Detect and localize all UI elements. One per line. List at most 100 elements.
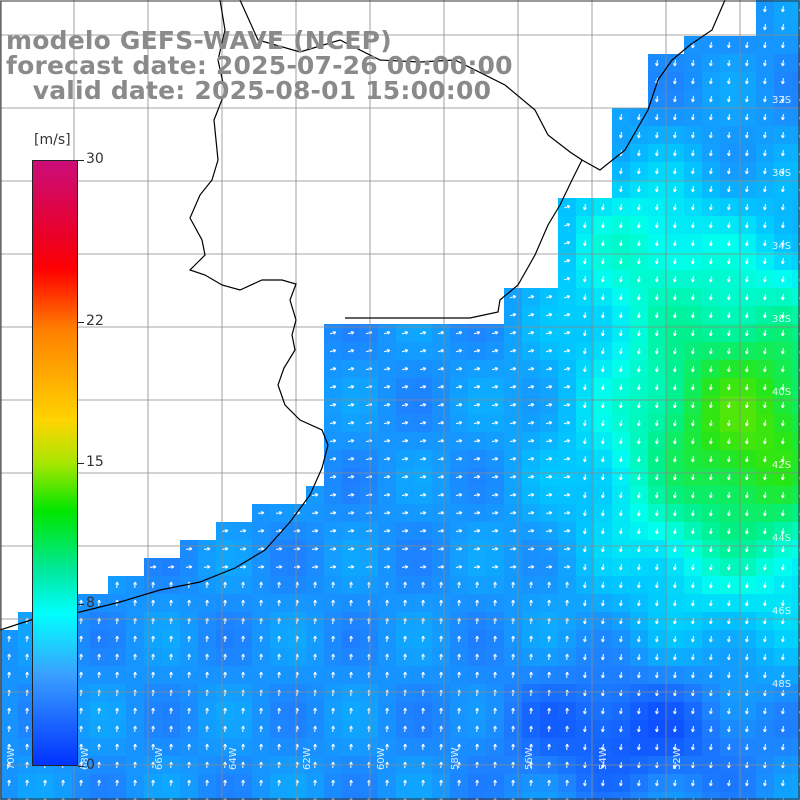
wind-arrow	[745, 95, 749, 103]
field-cell	[342, 792, 361, 800]
wind-arrow	[745, 527, 749, 535]
wind-arrow	[509, 511, 517, 515]
wind-arrow	[491, 421, 499, 425]
wind-arrow	[455, 367, 463, 371]
wind-arrow	[619, 365, 623, 373]
wind-arrow	[781, 599, 785, 607]
wind-arrow	[673, 743, 677, 751]
wind-arrow	[655, 437, 659, 445]
wind-arrow	[763, 203, 767, 211]
wind-arrow	[419, 331, 427, 335]
wind-arrow	[133, 707, 137, 715]
wind-arrow	[509, 457, 517, 461]
field-cell	[720, 792, 739, 800]
wind-arrow	[727, 743, 731, 751]
wind-arrow	[655, 113, 659, 121]
wind-arrow	[619, 221, 623, 229]
wind-arrow	[781, 203, 785, 211]
wind-arrow	[745, 77, 749, 85]
wind-arrow	[691, 491, 695, 499]
wind-arrow	[133, 779, 137, 787]
wind-arrow	[491, 493, 499, 497]
wind-arrow	[311, 529, 319, 533]
wind-arrow	[709, 257, 713, 265]
wind-arrow	[709, 95, 713, 103]
wind-arrow	[401, 367, 409, 371]
wind-arrow	[439, 599, 443, 607]
wind-arrow	[727, 257, 731, 265]
wind-arrow	[691, 689, 695, 697]
wind-arrow	[311, 547, 319, 551]
field-cell	[792, 288, 800, 307]
wind-arrow	[781, 149, 785, 157]
field-cell	[792, 558, 800, 577]
wind-arrow	[439, 779, 443, 787]
wind-arrow	[455, 331, 463, 335]
wind-arrow	[509, 385, 517, 389]
wind-arrow	[509, 565, 517, 569]
wind-arrow	[383, 529, 391, 533]
wind-arrow	[637, 599, 641, 607]
wind-arrow	[403, 725, 407, 733]
field-cell	[792, 36, 800, 55]
wind-arrow	[601, 275, 605, 283]
wind-arrow	[763, 581, 767, 589]
wind-arrow	[133, 671, 137, 679]
wind-arrow	[763, 653, 767, 661]
wind-arrow	[169, 725, 173, 733]
wind-arrow	[419, 475, 427, 479]
wind-arrow	[187, 707, 191, 715]
wind-arrow	[727, 671, 731, 679]
wind-arrow	[133, 635, 137, 643]
wind-arrow	[457, 599, 461, 607]
valid-date: valid date: 2025-08-01 15:00:00	[6, 76, 492, 105]
wind-arrow	[331, 581, 335, 589]
wind-arrow	[509, 349, 517, 353]
wind-arrow	[637, 473, 641, 481]
wind-arrow	[763, 455, 767, 463]
wind-arrow	[655, 239, 659, 247]
wind-arrow	[763, 527, 767, 535]
wind-arrow	[637, 653, 641, 661]
wind-arrow	[529, 779, 533, 787]
wind-arrow	[329, 565, 337, 569]
wind-arrow	[655, 149, 659, 157]
field-cell	[90, 792, 109, 800]
wind-arrow	[763, 509, 767, 517]
wind-arrow	[727, 563, 731, 571]
wind-arrow	[691, 779, 695, 787]
wind-arrow	[763, 275, 767, 283]
wind-arrow	[691, 347, 695, 355]
field-cell	[198, 792, 217, 800]
wind-arrow	[781, 419, 785, 427]
wind-arrow	[151, 743, 155, 751]
wind-arrow	[547, 653, 551, 661]
wind-arrow	[691, 527, 695, 535]
wind-arrow	[563, 223, 571, 227]
wind-arrow	[655, 203, 659, 211]
colorbar-tick-label: 15	[86, 454, 104, 470]
wind-arrow	[727, 509, 731, 517]
wind-arrow	[781, 401, 785, 409]
wind-arrow	[439, 653, 443, 661]
wind-arrow	[781, 5, 785, 13]
wind-arrow	[709, 779, 713, 787]
wind-arrow	[709, 311, 713, 319]
wind-arrow	[277, 743, 281, 751]
field-cell	[18, 792, 37, 800]
wind-arrow	[727, 167, 731, 175]
wind-arrow	[547, 743, 551, 751]
wind-arrow	[563, 457, 571, 461]
field-cell	[522, 792, 541, 800]
wind-arrow	[563, 349, 571, 353]
wind-arrow	[527, 565, 535, 569]
wind-arrow	[655, 689, 659, 697]
wind-arrow	[583, 347, 587, 355]
wind-arrow	[455, 493, 463, 497]
wind-arrow	[691, 365, 695, 373]
field-cell	[486, 792, 505, 800]
wind-arrow	[565, 581, 569, 589]
wind-arrow	[563, 565, 571, 569]
wind-arrow	[781, 167, 785, 175]
wind-arrow	[439, 635, 443, 643]
